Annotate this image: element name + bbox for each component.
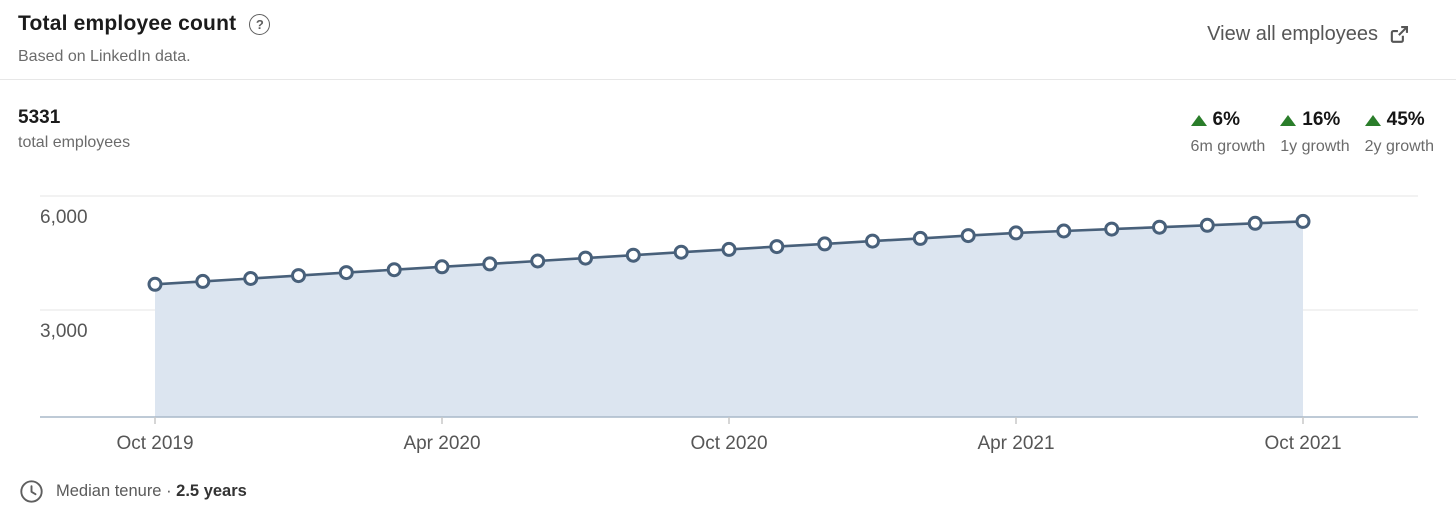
growth-label: 6m growth <box>1190 138 1266 155</box>
data-point[interactable] <box>865 233 880 249</box>
clock-icon <box>20 480 43 503</box>
growth-stat: 45% 2y growth <box>1364 109 1434 156</box>
data-point[interactable] <box>960 228 976 244</box>
data-point[interactable] <box>769 239 785 255</box>
x-axis-label: Oct 2021 <box>1264 433 1341 454</box>
x-axis-label: Apr 2020 <box>403 433 480 454</box>
x-axis-label: Oct 2020 <box>690 433 767 454</box>
total-employees-value: 5331 <box>18 107 61 128</box>
x-axis-label: Apr 2021 <box>977 433 1054 454</box>
data-point[interactable] <box>338 265 354 281</box>
median-tenure-row: Median tenure · 2.5 years <box>19 479 247 504</box>
subtitle: Based on LinkedIn data. <box>18 48 191 65</box>
data-point[interactable] <box>721 241 737 257</box>
data-point[interactable] <box>147 276 163 292</box>
growth-label: 1y growth <box>1280 138 1350 155</box>
growth-value: 6% <box>1212 109 1241 130</box>
data-point[interactable] <box>434 259 450 275</box>
growth-stat: 6% 6m growth <box>1190 109 1266 156</box>
header-title-row: Total employee count ? <box>18 12 271 36</box>
total-employees-label: total employees <box>18 134 131 151</box>
growth-value: 45% <box>1386 109 1425 130</box>
data-point[interactable] <box>1295 213 1311 229</box>
help-question-icon[interactable]: ? <box>249 13 271 35</box>
y-axis-label: 3,000 <box>40 321 88 342</box>
data-point[interactable] <box>291 268 306 284</box>
data-point[interactable] <box>1008 225 1024 241</box>
growth-stats-row: 6% 6m growth 16% 1y growth 45% 2y growth <box>1190 109 1434 156</box>
data-point[interactable] <box>482 256 498 272</box>
view-all-label: View all employees <box>1207 23 1378 45</box>
data-point[interactable] <box>912 230 928 246</box>
view-all-employees-link[interactable]: View all employees <box>1207 23 1410 46</box>
data-point[interactable] <box>1152 219 1167 235</box>
data-point[interactable] <box>673 244 689 260</box>
data-point[interactable] <box>195 273 211 289</box>
data-point[interactable] <box>625 247 641 263</box>
y-axis-label: 6,000 <box>40 207 88 228</box>
external-link-icon <box>1390 25 1409 43</box>
median-tenure-value: 2.5 years <box>176 482 247 500</box>
x-axis-label: Oct 2019 <box>116 433 193 454</box>
header-divider <box>0 79 1456 80</box>
page-title: Total employee count <box>18 12 237 35</box>
data-point[interactable] <box>386 262 402 278</box>
data-point[interactable] <box>1247 215 1263 231</box>
data-point[interactable] <box>578 250 593 266</box>
data-point[interactable] <box>817 236 833 252</box>
growth-label: 2y growth <box>1364 138 1434 155</box>
chart-svg: 6,000 3,000 Oct 2019 Apr 2020 Oct 2020 Apr 20… <box>40 195 1418 454</box>
growth-up-arrow-icon <box>1280 114 1297 126</box>
median-tenure-text: Median tenure · 2.5 years <box>56 482 247 501</box>
median-tenure-label: Median tenure · <box>56 482 172 500</box>
data-point[interactable] <box>530 253 546 269</box>
data-point[interactable] <box>243 271 259 286</box>
growth-up-arrow-icon <box>1190 114 1207 126</box>
data-point[interactable] <box>1056 223 1072 239</box>
data-point[interactable] <box>1104 221 1120 237</box>
data-point[interactable] <box>1199 217 1215 233</box>
growth-up-arrow-icon <box>1364 114 1381 126</box>
growth-stat: 16% 1y growth <box>1280 109 1350 156</box>
employee-count-chart: 6,000 3,000 Oct 2019 Apr 2020 Oct 2020 Apr 20… <box>0 180 1456 470</box>
growth-value: 16% <box>1302 109 1341 130</box>
